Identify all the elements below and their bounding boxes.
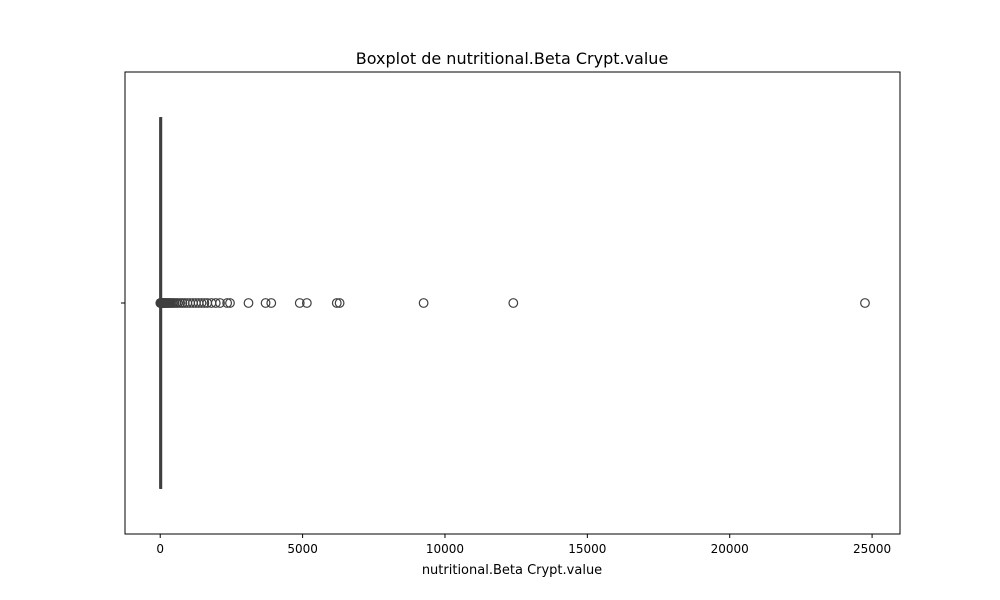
outlier-point xyxy=(294,298,305,308)
outlier-point xyxy=(225,298,235,308)
x-tick-label: 25000 xyxy=(853,542,891,556)
outlier-point xyxy=(243,298,254,308)
outlier-point xyxy=(266,298,277,308)
x-tick-label: 0 xyxy=(156,542,164,556)
outlier-point xyxy=(222,298,233,308)
x-tick-label: 20000 xyxy=(711,542,749,556)
outlier-point xyxy=(301,298,312,308)
x-axis: 0 5000 10000 15000 20000 25000 xyxy=(156,534,891,556)
outlier-point xyxy=(196,298,207,308)
outlier-point xyxy=(215,298,225,308)
outlier-point xyxy=(860,298,870,308)
plot-area xyxy=(124,71,901,535)
outlier-points xyxy=(155,298,870,308)
x-tick-label: 5000 xyxy=(287,542,318,556)
outlier-point xyxy=(334,298,345,308)
outlier-point xyxy=(199,298,210,308)
outlier-point xyxy=(260,298,271,308)
x-tick-label: 10000 xyxy=(426,542,464,556)
outlier-point xyxy=(418,298,429,308)
x-axis-label: nutritional.Beta Crypt.value xyxy=(422,563,602,578)
outlier-point xyxy=(508,298,519,308)
outlier-point xyxy=(331,298,342,308)
chart-title: Boxplot de nutritional.Beta Crypt.value xyxy=(356,49,669,68)
outlier-point xyxy=(210,298,221,308)
x-tick-label: 15000 xyxy=(568,542,606,556)
